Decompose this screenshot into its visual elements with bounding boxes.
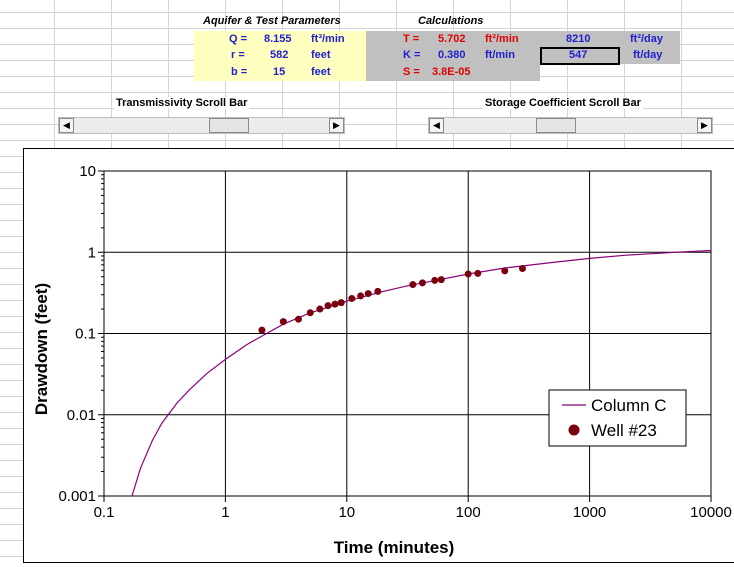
scroll-left-arrow-icon[interactable]: ◀ — [429, 118, 444, 133]
transmissivity-scrollbar[interactable]: ◀ ▶ — [58, 117, 345, 134]
transmissivity-scrollbar-title: Transmissivity Scroll Bar — [114, 97, 250, 109]
y-tick-label: 0.1 — [75, 326, 96, 343]
q-unit[interactable]: ft³/min — [311, 33, 345, 45]
y-tick-label: 10 — [79, 163, 96, 180]
params-header: Aquifer & Test Parameters — [203, 15, 341, 27]
b-value[interactable]: 15 — [273, 66, 286, 78]
data-point-well-23[interactable] — [464, 270, 472, 278]
t-day-value[interactable]: 8210 — [566, 33, 591, 45]
x-tick-label: 0.1 — [94, 504, 115, 521]
k-label[interactable]: K = — [403, 49, 421, 61]
scroll-left-arrow-icon[interactable]: ◀ — [59, 118, 74, 133]
params-area — [194, 31, 366, 81]
r-unit[interactable]: feet — [311, 49, 331, 61]
data-point-well-23[interactable] — [474, 269, 482, 277]
legend-label-well-23: Well #23 — [591, 421, 657, 440]
drawdown-chart[interactable]: Time (minutes) Drawdown (feet) 0.1 1 10 100… — [23, 148, 734, 563]
scroll-right-arrow-icon[interactable]: ▶ — [329, 118, 344, 133]
k-day-value[interactable]: 547 — [569, 49, 588, 61]
x-tick-label: 1000 — [573, 504, 606, 521]
data-point-well-23[interactable] — [258, 326, 266, 334]
data-point-well-23[interactable] — [431, 276, 439, 284]
data-point-well-23[interactable] — [294, 315, 302, 323]
transmissivity-scroll-thumb[interactable] — [208, 118, 249, 133]
data-point-well-23[interactable] — [324, 302, 332, 310]
calculations-header: Calculations — [418, 15, 484, 27]
y-tick-label: 0.01 — [67, 407, 96, 424]
data-point-well-23[interactable] — [316, 305, 324, 313]
data-point-well-23[interactable] — [337, 299, 345, 307]
x-tick-label: 10 — [338, 504, 355, 521]
y-tick-label: 0.001 — [58, 488, 96, 505]
q-label[interactable]: Q = — [229, 33, 248, 45]
k-unit[interactable]: ft/min — [485, 49, 515, 61]
legend-box — [548, 389, 687, 447]
b-unit[interactable]: feet — [311, 66, 331, 78]
data-point-well-23[interactable] — [518, 265, 526, 273]
data-point-well-23[interactable] — [374, 287, 382, 295]
k-day-unit[interactable]: ft/day — [633, 49, 663, 61]
data-point-well-23[interactable] — [501, 267, 509, 275]
t-label[interactable]: T = — [403, 33, 420, 45]
storage-scrollbar-title: Storage Coefficient Scroll Bar — [483, 97, 643, 109]
t-unit[interactable]: ft²/min — [485, 33, 519, 45]
scroll-right-arrow-icon[interactable]: ▶ — [697, 118, 712, 133]
data-point-well-23[interactable] — [279, 318, 287, 326]
y-tick-label: 1 — [88, 244, 96, 261]
t-day-unit[interactable]: ft²/day — [630, 33, 663, 45]
calc-area — [366, 31, 540, 81]
data-point-well-23[interactable] — [357, 292, 365, 300]
data-point-well-23[interactable] — [437, 276, 445, 284]
storage-scrollbar[interactable]: ◀ ▶ — [428, 117, 713, 134]
y-axis-label: Drawdown (feet) — [32, 283, 51, 415]
x-tick-label: 1 — [221, 504, 229, 521]
t-value[interactable]: 5.702 — [438, 33, 466, 45]
legend-label-column-c: Column C — [591, 396, 667, 415]
data-point-well-23[interactable] — [348, 294, 356, 302]
data-point-well-23[interactable] — [331, 300, 339, 308]
storage-scroll-thumb[interactable] — [536, 118, 577, 133]
x-axis-label: Time (minutes) — [334, 538, 455, 557]
r-value[interactable]: 582 — [270, 49, 289, 61]
data-point-well-23[interactable] — [409, 281, 417, 289]
selected-cell[interactable] — [540, 47, 620, 65]
legend-point-swatch — [568, 424, 580, 436]
r-label[interactable]: r = — [231, 49, 245, 61]
k-value[interactable]: 0.380 — [438, 49, 466, 61]
data-point-well-23[interactable] — [364, 290, 372, 298]
data-point-well-23[interactable] — [418, 279, 426, 287]
x-tick-label: 100 — [456, 504, 481, 521]
x-tick-label: 10000 — [690, 504, 732, 521]
q-value[interactable]: 8.155 — [264, 33, 292, 45]
b-label[interactable]: b = — [231, 66, 248, 78]
chart-svg: Time (minutes) Drawdown (feet) 0.1 1 10 100… — [32, 163, 732, 557]
data-point-well-23[interactable] — [306, 309, 314, 317]
s-value[interactable]: 3.8E-05 — [432, 66, 471, 78]
s-label[interactable]: S = — [403, 66, 420, 78]
